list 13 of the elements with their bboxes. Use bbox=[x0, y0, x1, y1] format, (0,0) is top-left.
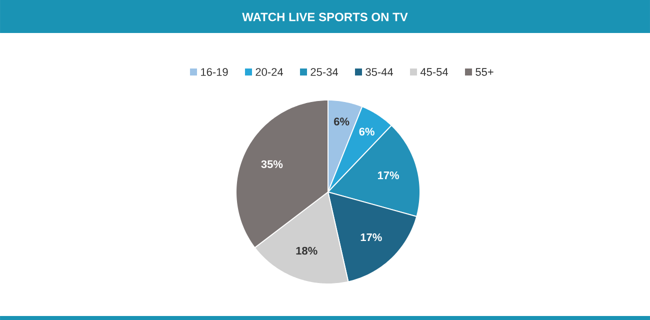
legend-label: 55+ bbox=[476, 68, 494, 76]
data-label: 6% bbox=[359, 128, 374, 136]
data-label: 18% bbox=[296, 246, 318, 255]
legend-label: 35-44 bbox=[366, 68, 393, 76]
legend-label: 45-54 bbox=[420, 68, 448, 76]
legend-label: 16-19 bbox=[201, 68, 228, 76]
data-label: 17% bbox=[378, 171, 400, 180]
data-label: 17% bbox=[360, 233, 382, 242]
data-label: 6% bbox=[334, 118, 350, 126]
legend-label: 25-34 bbox=[310, 68, 338, 76]
legend-label: 20-24 bbox=[256, 68, 284, 76]
data-label: 35% bbox=[261, 160, 283, 168]
chart-title: WATCH LIVE SPORTS ON TV bbox=[242, 12, 408, 22]
